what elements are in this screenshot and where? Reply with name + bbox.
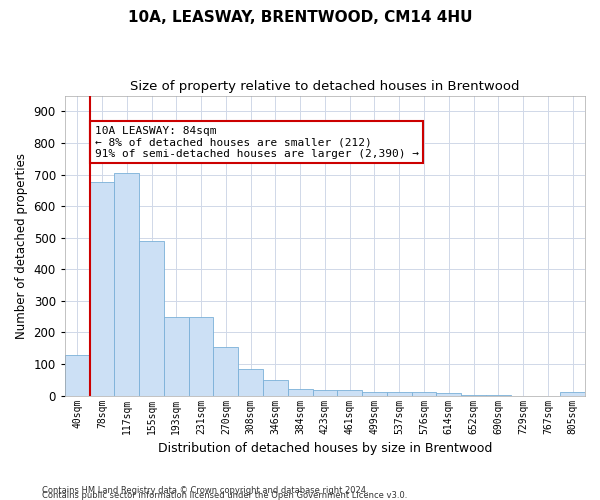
Bar <box>560 392 585 396</box>
Bar <box>313 390 337 396</box>
X-axis label: Distribution of detached houses by size in Brentwood: Distribution of detached houses by size … <box>158 442 492 455</box>
Bar <box>115 173 139 396</box>
Bar <box>412 392 436 396</box>
Title: Size of property relative to detached houses in Brentwood: Size of property relative to detached ho… <box>130 80 520 93</box>
Bar <box>238 369 263 396</box>
Bar <box>436 393 461 396</box>
Text: 10A, LEASWAY, BRENTWOOD, CM14 4HU: 10A, LEASWAY, BRENTWOOD, CM14 4HU <box>128 10 472 25</box>
Bar <box>139 241 164 396</box>
Y-axis label: Number of detached properties: Number of detached properties <box>15 152 28 338</box>
Text: Contains public sector information licensed under the Open Government Licence v3: Contains public sector information licen… <box>42 491 407 500</box>
Bar <box>164 318 188 396</box>
Bar <box>263 380 288 396</box>
Bar <box>486 395 511 396</box>
Bar <box>288 388 313 396</box>
Bar <box>337 390 362 396</box>
Bar <box>461 395 486 396</box>
Text: 10A LEASWAY: 84sqm
← 8% of detached houses are smaller (212)
91% of semi-detache: 10A LEASWAY: 84sqm ← 8% of detached hous… <box>95 126 419 159</box>
Bar <box>89 182 115 396</box>
Bar <box>65 354 89 396</box>
Text: Contains HM Land Registry data © Crown copyright and database right 2024.: Contains HM Land Registry data © Crown c… <box>42 486 368 495</box>
Bar <box>387 392 412 396</box>
Bar <box>214 348 238 396</box>
Bar <box>362 392 387 396</box>
Bar <box>188 318 214 396</box>
